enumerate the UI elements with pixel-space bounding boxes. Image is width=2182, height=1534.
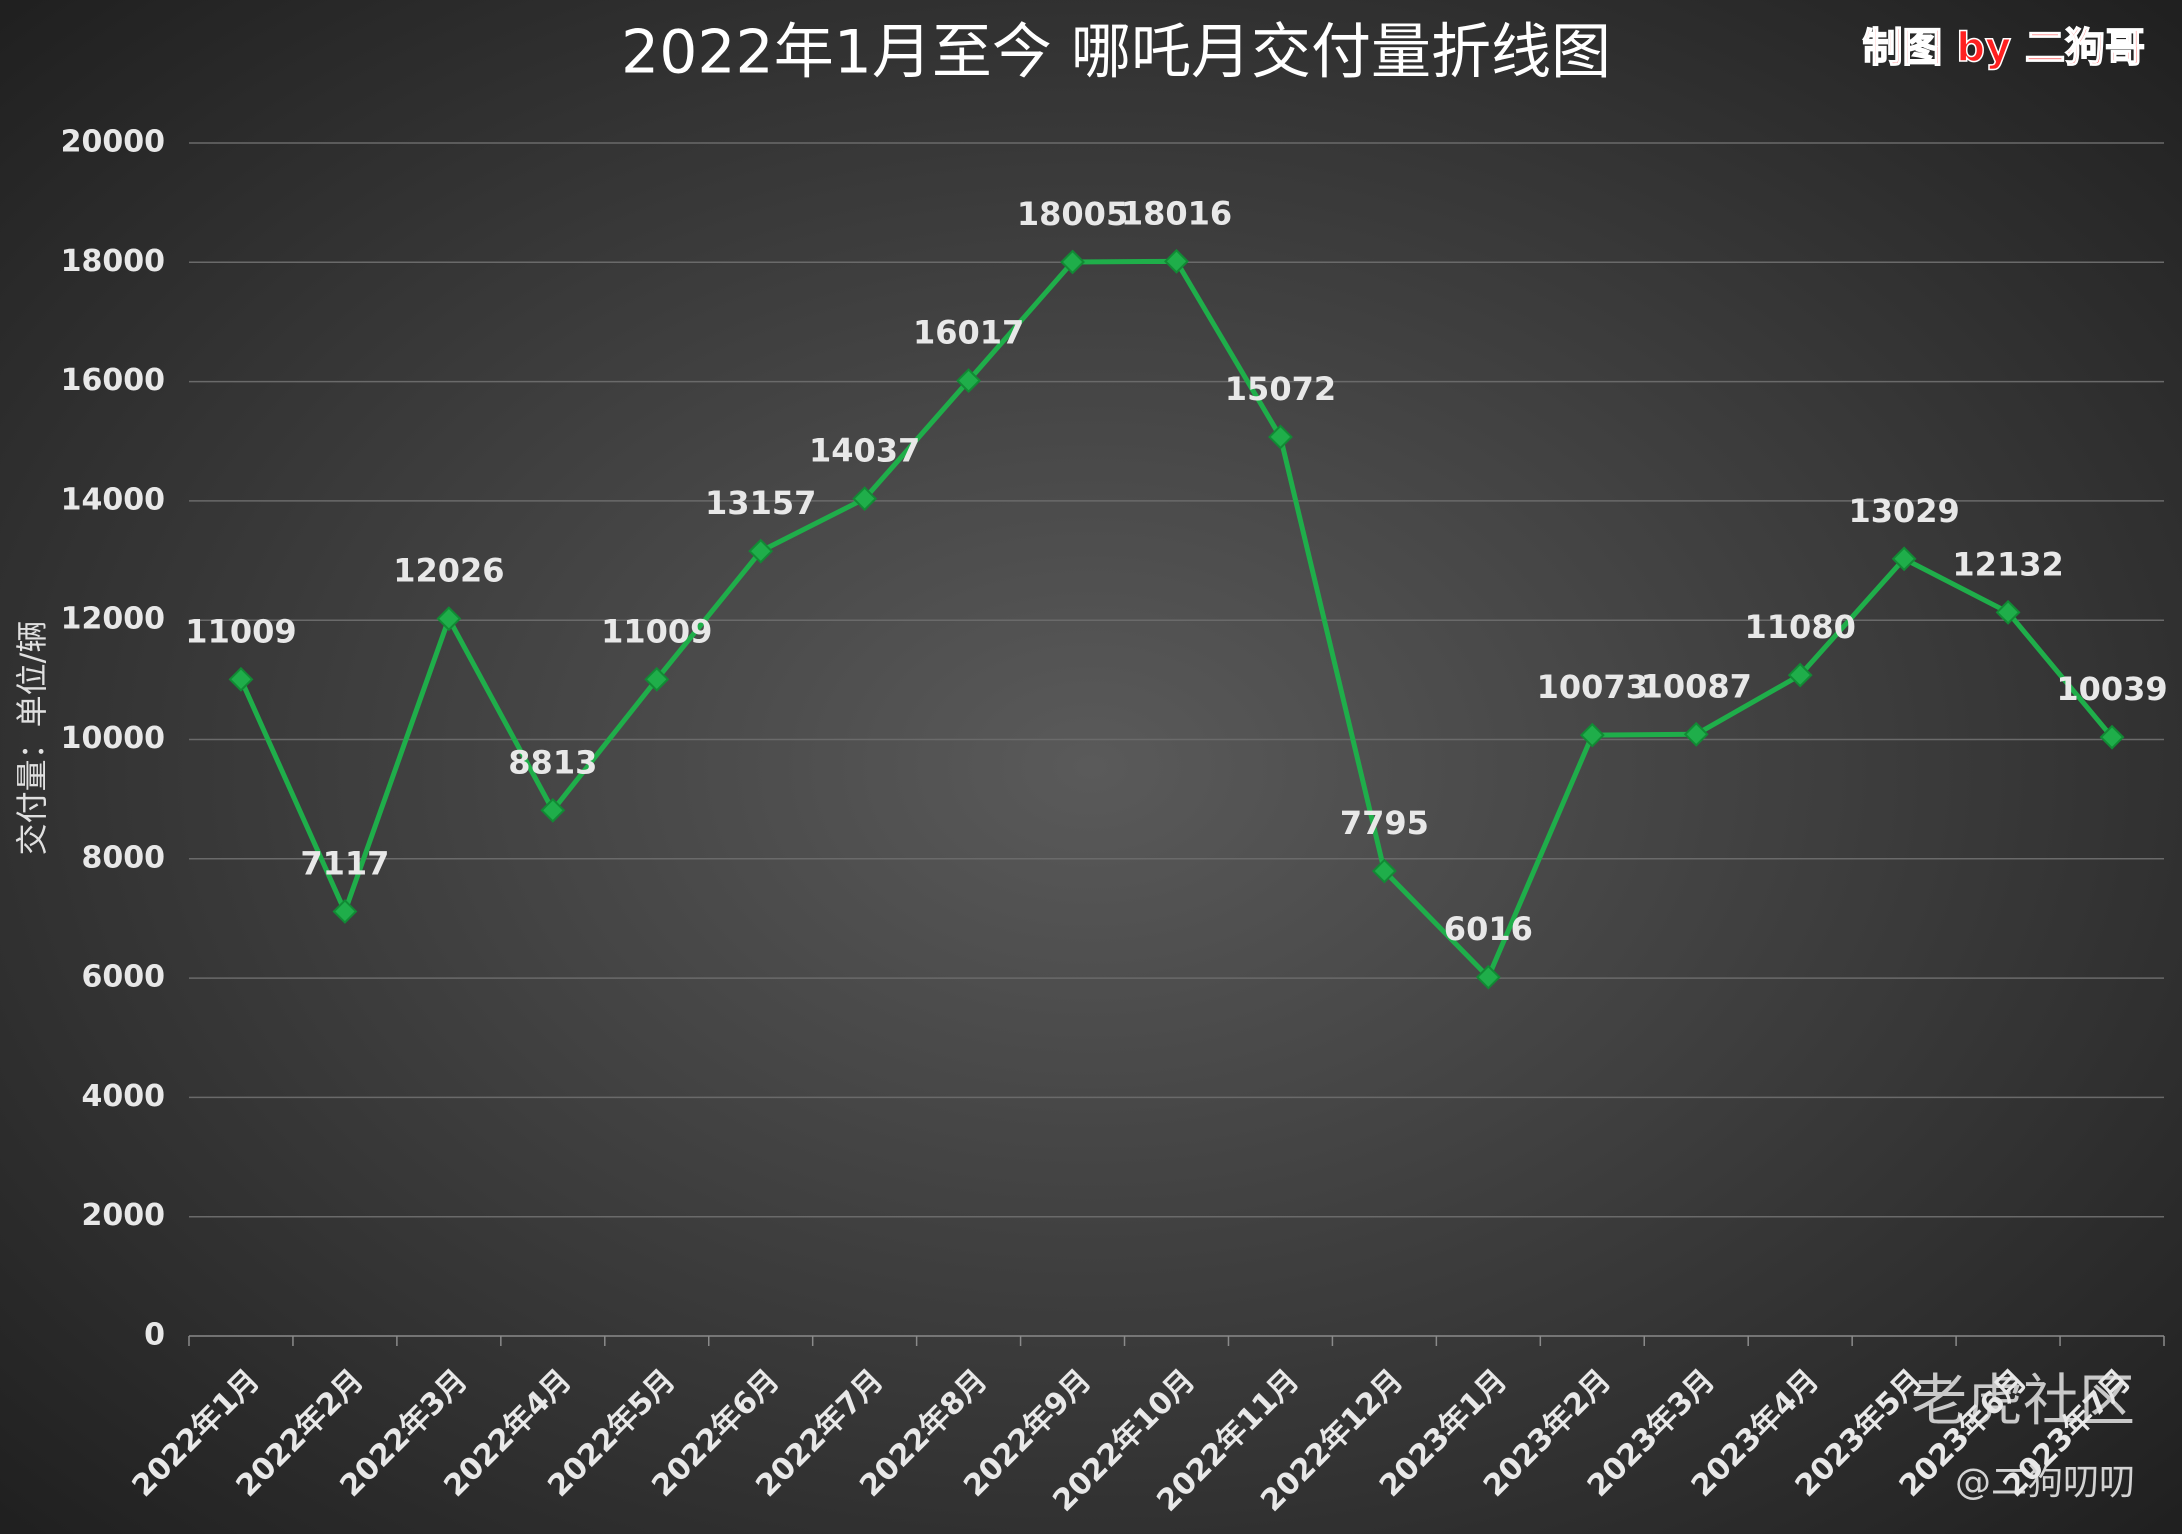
chart-title: 2022年1月至今 哪吒月交付量折线图 — [621, 18, 1611, 88]
marker — [1060, 249, 1085, 275]
data-label: 11009 — [601, 612, 712, 650]
marker — [332, 899, 358, 924]
marker — [540, 797, 566, 823]
marker — [1579, 722, 1605, 748]
marker — [2099, 724, 2125, 750]
data-label: 11009 — [185, 612, 296, 650]
marker — [1683, 721, 1709, 747]
watermark: @二狗叨叨 — [1955, 1462, 2135, 1503]
y-tick-label: 12000 — [61, 602, 165, 637]
data-label: 15072 — [1225, 370, 1336, 408]
marker — [956, 368, 982, 394]
data-label: 10073 — [1537, 668, 1648, 706]
y-tick-label: 0 — [144, 1318, 165, 1353]
marker — [1787, 662, 1813, 688]
data-label: 8813 — [508, 743, 597, 781]
marker — [1371, 858, 1397, 884]
marker — [1268, 424, 1293, 450]
data-label: 10039 — [2056, 670, 2167, 708]
y-tick-label: 14000 — [61, 482, 165, 517]
data-label: 18005 — [1017, 195, 1128, 233]
data-label: 10087 — [1641, 667, 1752, 705]
data-label: 6016 — [1444, 910, 1533, 948]
y-tick-label: 4000 — [82, 1079, 166, 1114]
marker — [644, 666, 670, 692]
data-label: 12132 — [1952, 545, 2063, 583]
y-tick-label: 18000 — [61, 244, 165, 279]
y-tick-label: 10000 — [61, 721, 165, 756]
marker — [1164, 248, 1189, 274]
data-label: 14037 — [809, 432, 920, 470]
credit: 制图 by 二狗哥 — [1862, 25, 2145, 71]
y-tick-label: 16000 — [61, 363, 165, 398]
y-axis-label: 交付量：单位/辆 — [13, 621, 51, 856]
y-tick-label: 20000 — [61, 125, 165, 160]
marker — [1995, 599, 2021, 625]
marker — [1475, 964, 1501, 990]
data-label: 13029 — [1848, 492, 1959, 530]
marker — [1891, 546, 1917, 572]
data-label: 7117 — [300, 844, 389, 882]
data-label: 16017 — [913, 314, 1024, 352]
marker — [748, 538, 774, 564]
data-label: 12026 — [393, 552, 504, 590]
watermark: 老虎社区 — [1911, 1369, 2135, 1434]
data-label: 13157 — [705, 484, 816, 522]
y-tick-label: 2000 — [82, 1198, 166, 1233]
marker — [228, 666, 254, 692]
data-label: 7795 — [1340, 804, 1429, 842]
data-label: 11080 — [1745, 608, 1856, 646]
marker — [436, 606, 462, 632]
marker — [852, 486, 878, 512]
data-label: 18016 — [1121, 194, 1232, 232]
y-tick-label: 6000 — [82, 960, 166, 995]
y-tick-label: 8000 — [82, 840, 166, 875]
